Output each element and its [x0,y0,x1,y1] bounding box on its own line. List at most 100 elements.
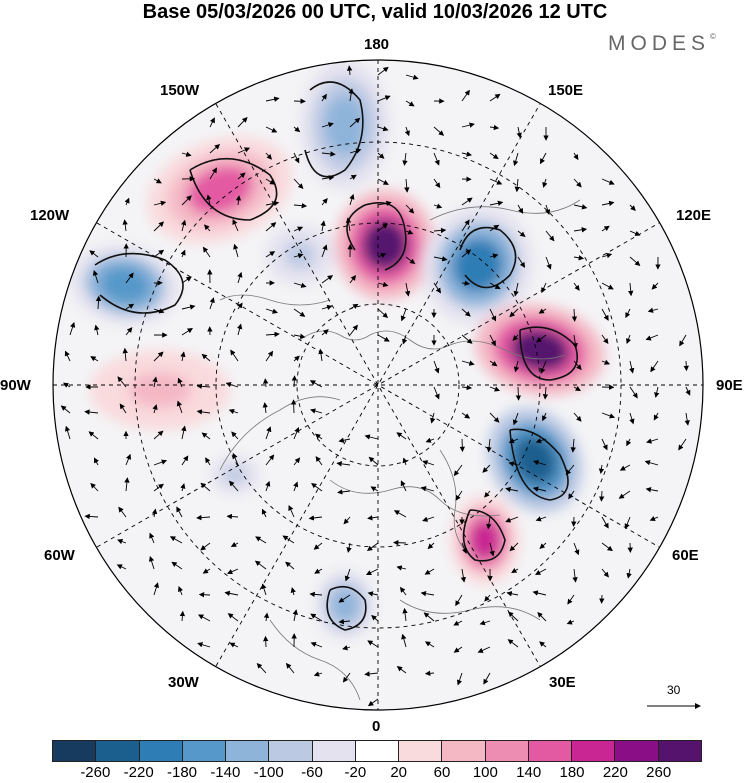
anomaly-ural-neg [487,407,583,513]
wind-vector [653,412,659,421]
wind-vector [424,641,435,648]
wind-vector [400,480,407,492]
wind-vector [654,386,660,398]
wind-vector [92,270,99,284]
wind-vector [422,460,435,466]
wind-vector [265,331,280,338]
wind-vector [367,640,379,648]
wind-vector [601,200,615,207]
wind-vector [206,194,212,206]
wind-vector [118,506,127,518]
wind-vector [94,324,100,336]
wind-vector [285,662,295,674]
wind-vector [404,178,410,193]
wind-vector [293,282,307,288]
wind-vector [265,251,276,258]
wind-vector [393,539,407,546]
wind-vector [197,642,211,648]
wind-vector [265,96,280,102]
wind-vector [433,126,445,136]
wind-vector [433,178,441,189]
wind-vector [629,230,641,236]
lon-label-60w: 60W [44,547,75,564]
wind-vector [679,334,687,347]
wind-vector [153,351,164,362]
wind-vector [265,126,278,133]
wind-vector [84,513,99,520]
wind-vector [377,223,389,232]
modes-logo: MODES© [608,32,716,56]
wind-vector [489,282,501,290]
wind-vector [226,568,239,575]
colorbar-swatch [615,741,659,761]
wind-vector [235,195,242,206]
wind-vector [484,594,491,602]
wind-vector [262,402,268,414]
wind-vector [177,586,184,596]
lon-label-90w: 90W [0,377,31,394]
wind-vector [568,490,575,500]
wind-vector [649,516,659,521]
wind-vector [601,334,609,345]
wind-vector [263,635,269,648]
colorbar-tick-label: 220 [602,764,628,781]
wind-vector [433,256,448,262]
wind-vector [539,641,547,648]
colorbar-tick-label: 20 [390,764,407,781]
wind-vector [482,464,491,473]
colorbar-swatch [572,741,616,761]
wind-vector [507,639,519,648]
wind-vector [285,561,295,570]
wind-vector [64,350,71,362]
wind-vector [293,308,306,317]
wind-vector [489,178,503,185]
wind-vector [601,516,609,529]
wind-vector [461,334,473,344]
wind-vector [153,221,165,232]
wind-vector [489,253,499,259]
colorbar-swatch [485,741,529,761]
wind-vector [461,308,471,317]
wind-vector [321,304,333,310]
wind-vector [601,438,608,451]
wind-vector [685,386,691,396]
wind-vector [629,204,636,211]
colorbar-swatch [53,741,97,761]
wind-vector [516,126,522,139]
wind-vector [402,607,408,622]
wind-vector [542,412,547,422]
colorbar-swatch [528,741,573,761]
wind-vector [507,611,519,622]
colorbar-tick-label: -100 [253,764,284,781]
wind-vector [461,412,471,419]
wind-vector [237,172,246,180]
wind-vector [459,438,466,453]
wind-vector [377,281,389,288]
wind-vector [533,460,547,466]
wind-vector [573,386,581,392]
wind-vector [343,516,351,525]
wind-vector [228,409,239,415]
colorbar-swatch [442,741,486,761]
wind-vector [364,434,379,440]
wind-vector [489,542,495,557]
wind-vector [365,568,379,576]
wind-vector [461,122,475,128]
wind-vector [430,412,436,424]
colorbar-swatch [139,741,183,761]
wind-vector [486,516,492,530]
wind-vector [152,376,158,388]
wind-vector [254,560,267,570]
wind-vector [508,438,519,444]
wind-vector [321,275,334,284]
wind-vector [201,432,211,440]
wind-vector [545,256,552,270]
wind-vector [232,452,239,466]
wind-vector [320,220,326,232]
wind-vector [404,282,411,297]
wind-vector [405,256,416,265]
wind-vector [349,274,357,284]
colorbar-swatch [182,741,227,761]
wind-vector [601,225,610,232]
